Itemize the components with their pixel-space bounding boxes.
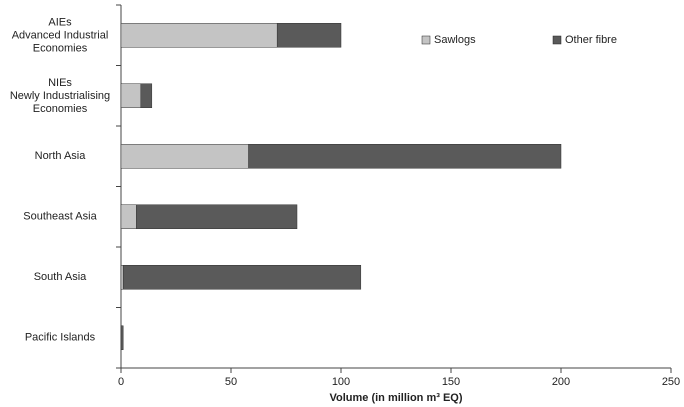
x-axis-title: Volume (in million m³ EQ)	[329, 392, 462, 404]
bar-segment	[120, 144, 249, 169]
bar-segment	[276, 23, 342, 48]
y-tick-label: Pacific Islands	[25, 332, 96, 344]
y-tick-label: Southeast Asia	[23, 211, 97, 223]
x-tick-label: 200	[552, 376, 570, 388]
bar-segment	[136, 204, 298, 229]
legend-swatch	[421, 35, 431, 45]
bar-segment	[140, 83, 153, 108]
x-tick-label: 150	[442, 376, 460, 388]
legend-swatch	[552, 35, 562, 45]
bar-segment	[120, 23, 278, 48]
legend-label: Sawlogs	[434, 34, 476, 46]
y-tick-label: AIEs Advanced Industrial Economies	[12, 16, 109, 54]
legend-label: Other fibre	[565, 34, 617, 46]
x-tick-label: 250	[662, 376, 680, 388]
y-tick-label: South Asia	[34, 271, 87, 283]
bar-segment	[122, 265, 362, 290]
x-tick-label: 100	[332, 376, 350, 388]
x-tick-label: 50	[225, 376, 237, 388]
bar-segment	[120, 204, 137, 229]
y-tick-label: NIEs Newly Industrialising Economies	[10, 77, 110, 115]
y-tick-label: North Asia	[35, 150, 87, 162]
bar-segment	[120, 83, 142, 108]
bar-segment	[248, 144, 562, 169]
bar-segment	[120, 325, 124, 350]
x-tick-label: 0	[118, 376, 124, 388]
bar-segment	[120, 265, 124, 290]
